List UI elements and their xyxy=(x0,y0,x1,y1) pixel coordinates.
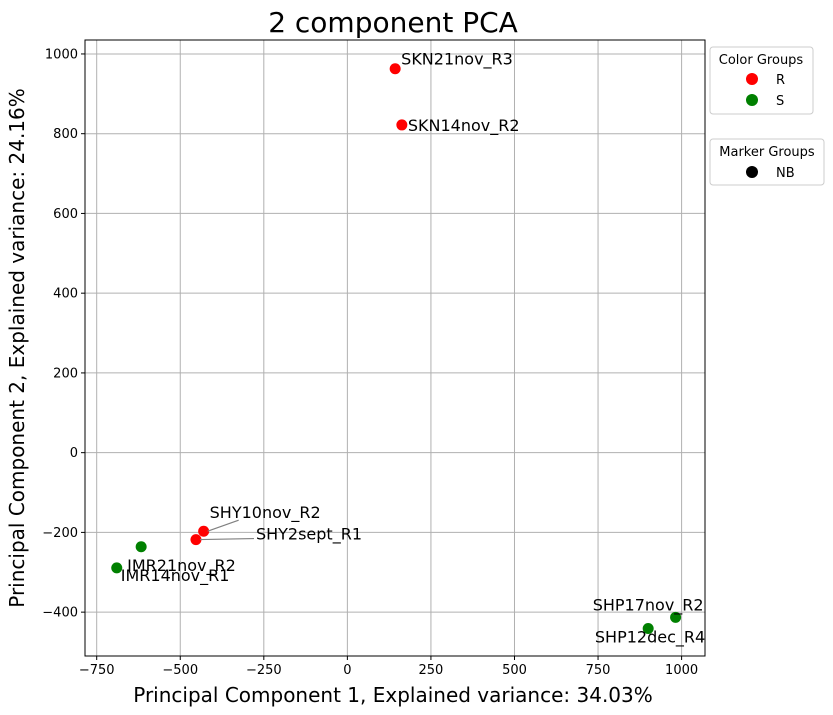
label-leader-line xyxy=(207,519,239,532)
point-label: SHP17nov_R2 xyxy=(593,595,704,615)
marker-legend-title: Marker Groups xyxy=(719,145,815,160)
point-label: SHY10nov_R2 xyxy=(210,503,321,523)
x-tick-label: −500 xyxy=(162,663,198,678)
y-tick-label: 1000 xyxy=(45,47,78,62)
x-tick-label: 250 xyxy=(419,663,444,678)
point-label: SHY2sept_R1 xyxy=(256,525,362,545)
data-point-imr21nov-r2 xyxy=(135,541,147,553)
point-label: IMR14nov_R1 xyxy=(121,566,230,586)
y-tick-label: −200 xyxy=(42,526,78,541)
data-point-shp12dec-r4 xyxy=(642,622,654,634)
marker-legend-box xyxy=(709,138,825,186)
legend-label-s: S xyxy=(776,94,784,109)
legend-label-nb: NB xyxy=(776,166,795,181)
legend-marker-nb xyxy=(746,166,758,178)
y-tick-label: 800 xyxy=(53,127,78,142)
y-tick-label: 400 xyxy=(53,287,78,302)
chart-title: 2 component PCA xyxy=(268,6,518,39)
y-tick-label: 200 xyxy=(53,366,78,381)
data-point-shy2sept-r1 xyxy=(190,534,202,546)
legend-label-r: R xyxy=(776,73,785,88)
y-tick-label: −400 xyxy=(42,606,78,621)
x-tick-label: −750 xyxy=(79,663,115,678)
x-axis-label: Principal Component 1, Explained varianc… xyxy=(133,683,653,707)
x-tick-label: 1000 xyxy=(665,663,698,678)
data-point-imr14nov-r1 xyxy=(111,562,123,574)
data-point-skn14nov-r2 xyxy=(396,119,408,131)
point-label: IMR21nov_R2 xyxy=(127,556,236,576)
axis-ticks: −750 −500 −250 0 250 500 750 1000 −400 −200 0 200 40… xyxy=(42,47,698,678)
color-legend-title: Color Groups xyxy=(719,53,804,68)
point-label: SHP12dec_R4 xyxy=(595,627,705,647)
data-point-shy10nov-r2 xyxy=(198,525,210,537)
point-labels: SKN21nov_R3 SKN14nov_R2 SHY10nov_R2SHY2sep… xyxy=(121,50,705,648)
x-tick-label: 750 xyxy=(586,663,611,678)
grid-lines xyxy=(85,40,705,656)
plot-area-frame xyxy=(84,39,706,657)
point-label: SKN21nov_R3 xyxy=(401,50,513,70)
x-tick-label: 0 xyxy=(343,663,351,678)
x-tick-label: −250 xyxy=(246,663,282,678)
data-point-skn21nov-r3 xyxy=(389,63,401,75)
color-legend-box xyxy=(709,46,814,115)
label-leader-line xyxy=(199,537,254,541)
point-label: SKN14nov_R2 xyxy=(408,116,520,136)
data-points xyxy=(111,63,682,634)
legend-marker-r xyxy=(746,73,758,85)
marker-groups-legend: Marker Groups NB xyxy=(709,138,825,186)
data-point-shp17nov-r2 xyxy=(670,611,682,623)
y-tick-label: 0 xyxy=(70,446,78,461)
y-tick-label: 600 xyxy=(53,207,78,222)
legend-marker-s xyxy=(746,94,758,106)
color-groups-legend: Color Groups R S xyxy=(709,46,814,115)
y-axis-label: Principal Component 2, Explained varianc… xyxy=(5,88,29,608)
x-tick-label: 500 xyxy=(502,663,527,678)
